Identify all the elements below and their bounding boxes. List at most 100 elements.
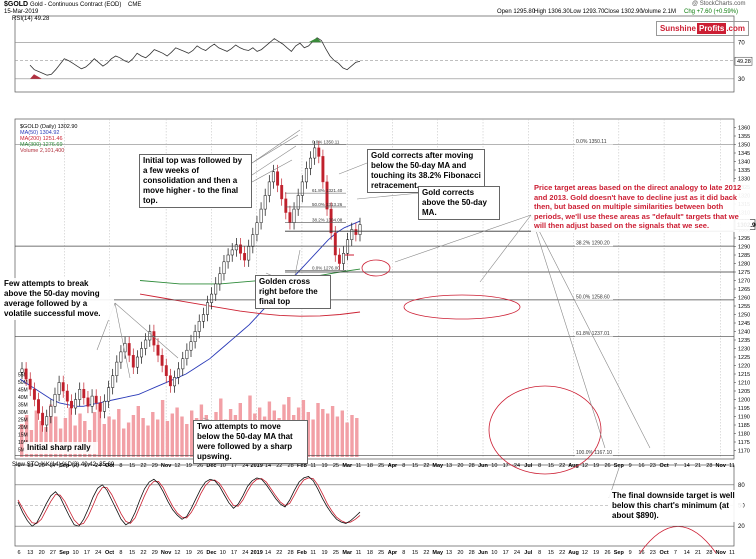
volume-bar [73, 425, 77, 457]
stoch-x-tick-label: 17 [231, 550, 237, 556]
stoch-x-tick-label: Oct [105, 550, 114, 556]
volume-bar [165, 421, 170, 457]
price-bar-body [102, 400, 106, 412]
price-bar-body [313, 147, 317, 159]
price-bar-body [61, 382, 65, 392]
volume-bar [326, 413, 330, 457]
price-bar-body [86, 397, 90, 407]
price-y-tick-label: 1185 [738, 423, 750, 429]
stoch-x-tick-label: 9 [629, 550, 632, 556]
price-y-tick-label: 1360 [738, 126, 750, 132]
header-low: Low 1293.70 [570, 9, 605, 15]
price-x-tick-label: 19 [186, 463, 192, 469]
header-change: Chg +7.60 (+0.59%) [684, 9, 739, 15]
rsi-label: RSI(14) 49.28 [12, 16, 50, 22]
stoch-x-tick-label: 11 [356, 550, 362, 556]
price-bar-body [259, 208, 263, 223]
header-name: Gold - Continuous Contract (EOD) [30, 2, 122, 8]
stoch-x-tick-label: 8 [538, 550, 541, 556]
volume-bar [355, 418, 359, 457]
price-x-tick-label: 22 [559, 463, 565, 469]
volume-bar [141, 418, 145, 457]
price-x-tick-label: 25 [333, 463, 339, 469]
rsi-panel-frame [14, 15, 735, 93]
stoch-x-tick-label: 13 [27, 550, 33, 556]
price-y-tick-label: 1355 [738, 134, 750, 140]
price-bar-body [239, 244, 242, 254]
price-y-tick-label: 1285 [738, 253, 750, 259]
price-bar-body [74, 399, 78, 409]
price-x-tick-label: Oct [105, 463, 114, 469]
fibonacci-label: 61.8% 1237.01 [576, 331, 610, 337]
annotation-pointer-line [530, 214, 651, 449]
header-open: Open 1295.80 [497, 9, 536, 15]
price-y-tick-label: 1260 [738, 296, 750, 302]
fibonacci-label-bg [575, 449, 613, 456]
volume-bar [126, 422, 131, 457]
logo-part-3: .com [726, 24, 745, 33]
price-bar-body [342, 253, 345, 264]
price-x-tick-label: 8 [119, 463, 122, 469]
price-x-tick-label: 8 [402, 463, 405, 469]
ma200-line [139, 293, 361, 317]
fibonacci-label: 100.0% 1167.10 [576, 450, 612, 456]
stoch-x-tick-label: 11 [729, 550, 735, 556]
price-bar-body [284, 198, 288, 213]
legend-ma200: MA(200) 1251.46 [20, 136, 63, 142]
annotation-pointer-line [114, 302, 179, 359]
price-bar-body [280, 185, 284, 200]
volume-bar [20, 424, 24, 457]
stoch-x-tick-label: Sep [614, 550, 625, 556]
stoch-x-tick-label: 15 [129, 550, 135, 556]
volume-bar [83, 421, 87, 457]
stoch-x-tick-label: 19 [186, 550, 192, 556]
annotation-gold-corrects-moving: Gold corrects after moving below the 50-… [367, 149, 485, 193]
inner-fibonacci-label: 0.0% 1276.00 [312, 265, 340, 270]
volume-bar [180, 416, 184, 457]
price-bar-body [164, 365, 168, 376]
stoch-x-tick-label: 8 [402, 550, 405, 556]
price-bar-body [189, 341, 193, 351]
legend-ma50: MA(50) 1304.92 [20, 130, 60, 136]
price-bar-body [218, 273, 222, 285]
price-x-tick-label: Mar [342, 463, 353, 469]
price-y-tick-label: 1240 [738, 330, 750, 336]
price-x-tick-label: 16 [638, 463, 644, 469]
price-x-tick-label: 10 [491, 463, 497, 469]
volume-bar [321, 409, 325, 457]
header-watermark: @ StockCharts.com [692, 1, 746, 7]
price-bar-body [214, 283, 218, 295]
price-x-tick-label: 24 [514, 463, 520, 469]
price-x-tick-label: 17 [84, 463, 90, 469]
annotation-initial-rally: Initial sharp rally [24, 442, 98, 454]
price-x-tick-label: 22 [140, 463, 146, 469]
price-bar-body [309, 157, 312, 169]
sunshine-profits-logo: Sunshine Profits .com [655, 21, 749, 36]
price-x-tick-label: 15 [548, 463, 554, 469]
rsi-line [29, 37, 361, 76]
price-y-tick-label: 1255 [738, 304, 750, 310]
price-bar-body [210, 293, 214, 303]
stoch-x-tick-label: 16 [638, 550, 644, 556]
stoch-x-tick-label: 28 [706, 550, 712, 556]
price-x-tick-label: 28 [288, 463, 294, 469]
volume-y-tick-label: 45M [18, 388, 28, 394]
stoch-x-tick-label: 24 [242, 550, 248, 556]
price-x-tick-label: 14 [684, 463, 690, 469]
price-y-tick-label: 1215 [738, 372, 750, 378]
volume-bar [330, 406, 335, 457]
price-bar-body [271, 171, 275, 183]
header-high: High 1306.30 [534, 9, 570, 15]
price-x-tick-label: Jun [478, 463, 488, 469]
fibonacci-label: 0.0% 1350.11 [576, 139, 607, 145]
price-bar-body [181, 358, 185, 370]
price-bar-body [82, 389, 86, 399]
price-bar-body [57, 382, 61, 395]
volume-bar [345, 422, 349, 457]
annotation-price-target-areas: Price target areas based on the direct a… [531, 182, 750, 232]
price-x-tick-label: 27 [50, 463, 56, 469]
rsi-y-tick-label: 70 [738, 40, 745, 46]
volume-bar [34, 410, 38, 457]
stoch-x-tick-label: 22 [559, 550, 565, 556]
price-y-tick-label: 1280 [738, 262, 750, 268]
